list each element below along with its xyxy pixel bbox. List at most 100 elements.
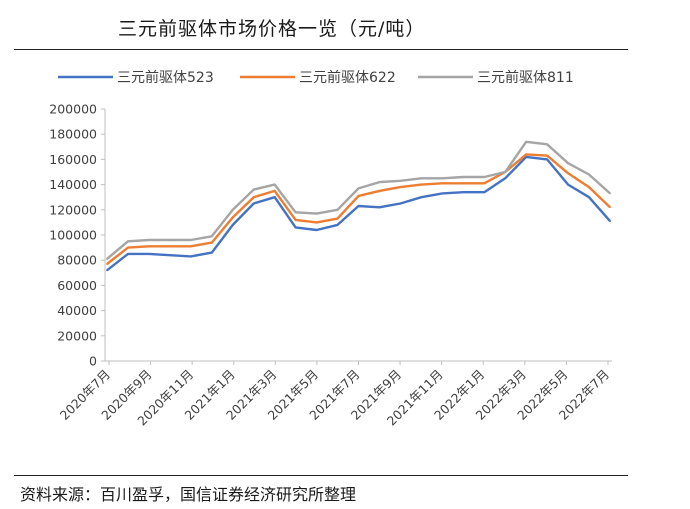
- y-tick-label: 80000: [57, 253, 97, 268]
- series-line-2: [106, 153, 611, 265]
- series-point: [357, 205, 360, 207]
- series-point: [189, 239, 192, 241]
- chart-legend: 三元前驱体523 三元前驱体622 三元前驱体811: [58, 69, 574, 86]
- y-tick-label: 60000: [57, 278, 97, 293]
- source-note: 资料来源：百川盈孚，国信证券经济研究所整理: [20, 485, 357, 504]
- series-line-1: [106, 155, 611, 272]
- series-point: [189, 255, 192, 258]
- y-tick-label: 20000: [57, 328, 97, 343]
- series-point: [189, 245, 192, 248]
- series-point: [168, 254, 171, 257]
- series-point: [106, 269, 108, 272]
- series-point: [588, 196, 590, 199]
- series-point: [273, 196, 276, 199]
- series-point: [252, 202, 255, 205]
- series-point: [399, 179, 402, 182]
- series-point: [504, 171, 507, 173]
- series-point: [148, 253, 150, 255]
- series-point: [441, 192, 444, 195]
- legend-label: 三元前驱体523: [117, 69, 214, 86]
- series-point: [210, 251, 213, 254]
- series-point: [399, 186, 402, 189]
- series-point: [567, 162, 569, 165]
- series-point: [504, 177, 507, 180]
- series-point: [148, 245, 150, 248]
- series-point: [210, 241, 213, 244]
- series-point: [609, 220, 611, 223]
- series-point: [252, 188, 255, 191]
- series-point: [483, 182, 486, 185]
- series-point: [567, 183, 569, 186]
- series-point: [525, 153, 528, 156]
- series-point: [483, 176, 486, 178]
- series-point: [168, 239, 171, 241]
- series-point: [357, 195, 360, 197]
- series-point: [441, 177, 444, 180]
- series-point: [588, 173, 590, 176]
- chart-title: 三元前驱体市场价格一览（元/吨）: [118, 18, 426, 40]
- y-tick-label: 200000: [49, 102, 97, 117]
- series-point: [378, 190, 381, 192]
- series-point: [336, 208, 339, 211]
- series-point: [609, 206, 611, 209]
- y-tick-label: 100000: [49, 228, 97, 243]
- y-tick-label: 160000: [49, 152, 97, 167]
- series-point: [609, 192, 611, 195]
- series-point: [399, 202, 402, 205]
- source-divider: [14, 475, 628, 476]
- series-point: [210, 235, 213, 238]
- series-point: [315, 229, 318, 231]
- y-axis: 0 20000 40000 60000 80000 100000 120000 140000 1…: [49, 102, 106, 369]
- series-point: [588, 186, 590, 189]
- series-point: [546, 158, 549, 161]
- series-point: [273, 183, 276, 186]
- series-point: [462, 176, 465, 178]
- line-chart: 三元前驱体523 三元前驱体622 三元前驱体811 0 20000 40000 6000…: [49, 69, 612, 429]
- y-tick-label: 120000: [49, 202, 97, 217]
- series-point: [420, 177, 423, 180]
- series-point: [441, 182, 444, 185]
- series-point: [525, 155, 528, 158]
- series-point: [127, 253, 129, 255]
- series-point: [357, 187, 360, 190]
- series-point: [546, 143, 549, 146]
- series-point: [420, 196, 423, 199]
- series-point: [273, 190, 276, 192]
- series-point: [106, 258, 108, 260]
- series-point: [525, 140, 528, 143]
- series-point: [294, 211, 297, 214]
- x-axis: 2020年7月2020年9月2020年11月2021年1月2021年3月2021…: [57, 360, 612, 429]
- series-point: [231, 224, 234, 226]
- series-point: [106, 263, 108, 265]
- series-point: [462, 191, 465, 194]
- series-point: [294, 218, 297, 221]
- series-point: [148, 239, 150, 241]
- series-point: [294, 226, 297, 229]
- series-point: [315, 221, 318, 224]
- series-line-3: [106, 140, 611, 260]
- series-point: [378, 206, 381, 209]
- series-point: [462, 182, 465, 185]
- series-point: [127, 246, 129, 249]
- series-point: [546, 154, 549, 157]
- y-tick-label: 40000: [57, 303, 97, 318]
- y-tick-label: 140000: [49, 177, 97, 192]
- series-point: [336, 217, 339, 220]
- legend-label: 三元前驱体811: [477, 69, 574, 86]
- series-point: [231, 208, 234, 211]
- plot-area: [106, 140, 611, 272]
- series-point: [168, 245, 171, 248]
- legend-label: 三元前驱体622: [299, 69, 396, 86]
- title-divider: [14, 49, 628, 50]
- series-point: [567, 172, 569, 175]
- series-point: [336, 224, 339, 226]
- series-point: [420, 183, 423, 186]
- series-point: [252, 196, 255, 199]
- y-tick-label: 180000: [49, 127, 97, 142]
- series-point: [315, 212, 318, 215]
- y-tick-label: 0: [89, 354, 97, 369]
- series-point: [127, 240, 129, 243]
- series-point: [231, 216, 234, 219]
- series-point: [378, 181, 381, 183]
- series-point: [483, 191, 486, 194]
